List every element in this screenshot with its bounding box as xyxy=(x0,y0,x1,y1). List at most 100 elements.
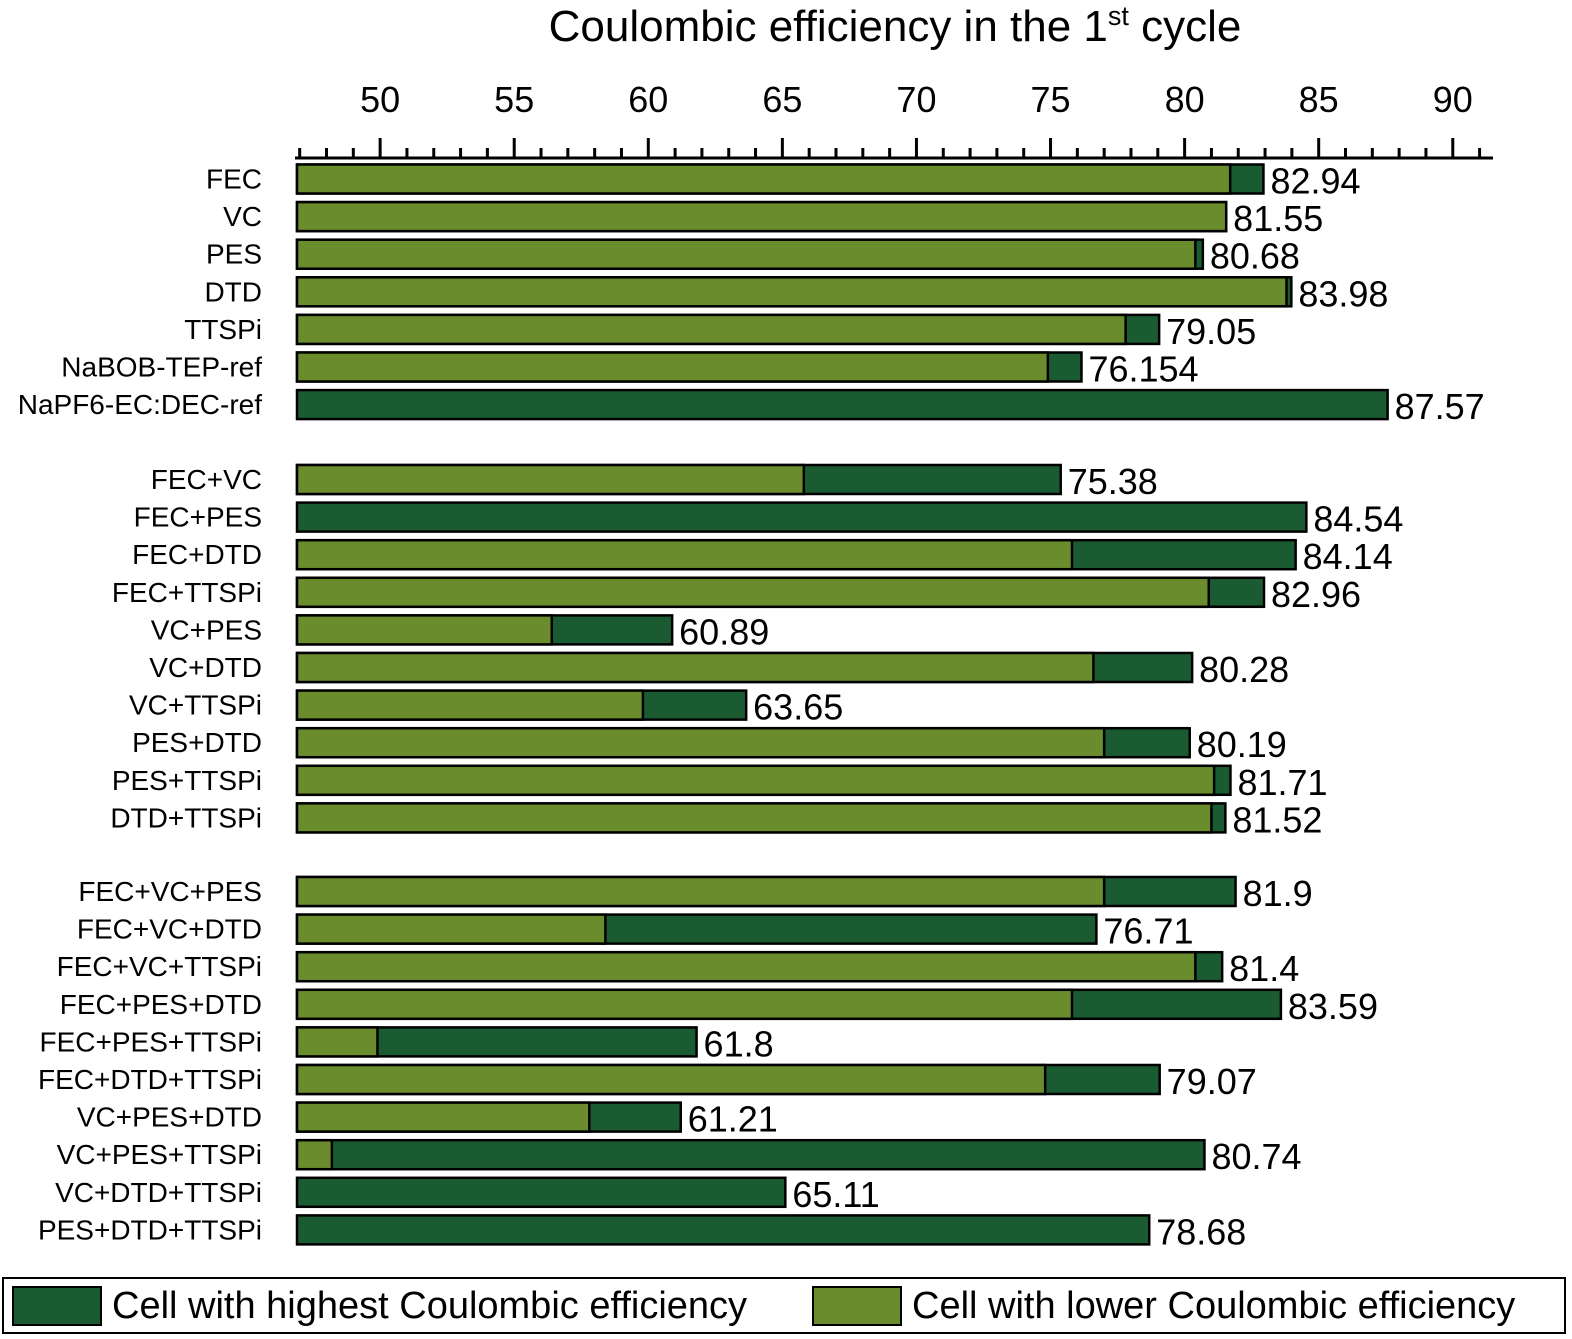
x-tick-label: 60 xyxy=(628,79,668,120)
category-label: FEC+VC+DTD xyxy=(77,914,262,945)
bar-highest xyxy=(295,1138,1206,1171)
value-label: 80.19 xyxy=(1197,724,1287,765)
bar-highest xyxy=(295,1176,787,1209)
category-label: VC+PES+TTSPi xyxy=(57,1139,262,1170)
category-label: FEC+VC xyxy=(151,464,262,495)
value-label: 80.68 xyxy=(1210,236,1300,277)
bar-lower xyxy=(295,538,1074,571)
value-label: 81.52 xyxy=(1232,799,1322,840)
value-label: 83.98 xyxy=(1298,273,1388,314)
bar-lower xyxy=(295,950,1197,983)
category-label: VC+PES xyxy=(151,614,262,645)
bar-series xyxy=(295,163,1389,1246)
category-label: FEC+PES+TTSPi xyxy=(39,1026,262,1057)
value-label: 84.14 xyxy=(1303,536,1393,577)
x-tick-label: 90 xyxy=(1433,79,1473,120)
value-label: 61.21 xyxy=(688,1099,778,1140)
bar-lower xyxy=(295,802,1213,834)
category-label: FEC+TTSPi xyxy=(112,577,262,608)
bar-lower xyxy=(295,276,1288,308)
value-label: 76.154 xyxy=(1088,349,1198,390)
value-label: 82.94 xyxy=(1270,161,1360,202)
category-label: PES xyxy=(206,239,262,270)
category-label: PES+DTD xyxy=(132,727,262,758)
value-label: 63.65 xyxy=(753,687,843,728)
legend-swatch-lower xyxy=(812,1286,902,1326)
value-label: 79.05 xyxy=(1166,311,1256,352)
category-label: VC+DTD+TTSPi xyxy=(55,1177,262,1208)
x-tick-label: 75 xyxy=(1031,79,1071,120)
category-label: VC xyxy=(223,201,262,232)
bar-lower xyxy=(295,614,554,646)
value-label: 81.9 xyxy=(1243,873,1313,914)
value-label: 75.38 xyxy=(1068,461,1158,502)
legend-label-highest: Cell with highest Coulombic efficiency xyxy=(112,1285,748,1327)
value-label: 61.8 xyxy=(704,1023,774,1064)
x-tick-label: 55 xyxy=(494,79,534,120)
value-label: 81.4 xyxy=(1229,948,1299,989)
x-tick-label: 70 xyxy=(896,79,936,120)
value-label: 83.59 xyxy=(1288,986,1378,1027)
bar-highest xyxy=(295,388,1389,421)
bar-lower xyxy=(295,1101,591,1133)
value-label: 76.71 xyxy=(1103,911,1193,952)
bar-chart: 50 55 60 65 70 75 80 85 90 FEC VC PES DTD TTSPi NaBOB… xyxy=(18,79,1493,1253)
bar-lower xyxy=(295,875,1106,908)
legend-label-lower: Cell with lower Coulombic efficiency xyxy=(912,1285,1516,1327)
bar-highest xyxy=(295,1214,1151,1246)
bar-lower xyxy=(295,463,806,496)
x-tick-label: 65 xyxy=(762,79,802,120)
bar-lower xyxy=(295,576,1210,609)
category-label: FEC+VC+TTSPi xyxy=(57,951,262,982)
category-labels: FEC VC PES DTD TTSPi NaBOB-TEP-ref NaPF6-EC:DE… xyxy=(18,164,262,1246)
category-label: FEC xyxy=(206,164,262,195)
bar-lower xyxy=(295,726,1106,759)
category-label: FEC+DTD xyxy=(132,539,262,570)
chart-title-main: Coulombic efficiency in the 1 xyxy=(548,2,1108,51)
category-label: DTD+TTSPi xyxy=(110,802,262,833)
category-label: PES+TTSPi xyxy=(112,765,262,796)
x-tick-label: 80 xyxy=(1165,79,1205,120)
x-tick-label: 85 xyxy=(1299,79,1339,120)
bar-lower xyxy=(295,764,1216,797)
legend: Cell with highest Coulombic efficiency C… xyxy=(2,1277,1566,1334)
category-label: NaPF6-EC:DEC-ref xyxy=(18,389,262,420)
value-label: 79.07 xyxy=(1167,1061,1257,1102)
value-label: 82.96 xyxy=(1271,574,1361,615)
category-label: FEC+PES+DTD xyxy=(60,989,262,1020)
value-label: 60.89 xyxy=(679,611,769,652)
chart-title-suffix: cycle xyxy=(1128,2,1242,51)
category-label: VC+DTD xyxy=(149,652,262,683)
value-label: 65.11 xyxy=(792,1174,879,1215)
x-axis: 50 55 60 65 70 75 80 85 90 xyxy=(295,79,1493,160)
legend-swatch-highest xyxy=(12,1286,102,1326)
category-label: TTSPi xyxy=(184,314,262,345)
bar-lower xyxy=(295,988,1074,1021)
chart-title: Coulombic efficiency in the 1st cycle xyxy=(0,0,1572,54)
value-label: 78.68 xyxy=(1156,1211,1246,1252)
chart-title-superscript: st xyxy=(1107,1,1129,31)
category-label: PES+DTD+TTSPi xyxy=(38,1214,262,1245)
value-label: 84.54 xyxy=(1313,499,1403,540)
value-label: 87.57 xyxy=(1395,386,1485,427)
bar-highest xyxy=(295,501,1308,533)
bar-lower xyxy=(295,1138,334,1171)
x-tick-label: 50 xyxy=(360,79,400,120)
bar-lower xyxy=(295,200,1228,233)
bar-lower xyxy=(295,913,607,945)
category-label: VC+TTSPi xyxy=(129,690,262,721)
category-label: DTD xyxy=(204,276,262,307)
value-label: 81.71 xyxy=(1237,762,1327,803)
category-label: VC+PES+DTD xyxy=(77,1102,262,1133)
bar-lower xyxy=(295,1063,1047,1096)
category-label: FEC+PES xyxy=(134,502,262,533)
value-label: 80.28 xyxy=(1199,649,1289,690)
bar-lower xyxy=(295,651,1095,684)
bar-lower xyxy=(295,1026,379,1058)
value-label: 80.74 xyxy=(1211,1136,1301,1177)
category-label: FEC+DTD+TTSPi xyxy=(38,1064,262,1095)
bar-lower xyxy=(295,238,1197,270)
bar-lower xyxy=(295,351,1050,383)
category-label: FEC+VC+PES xyxy=(78,876,262,907)
